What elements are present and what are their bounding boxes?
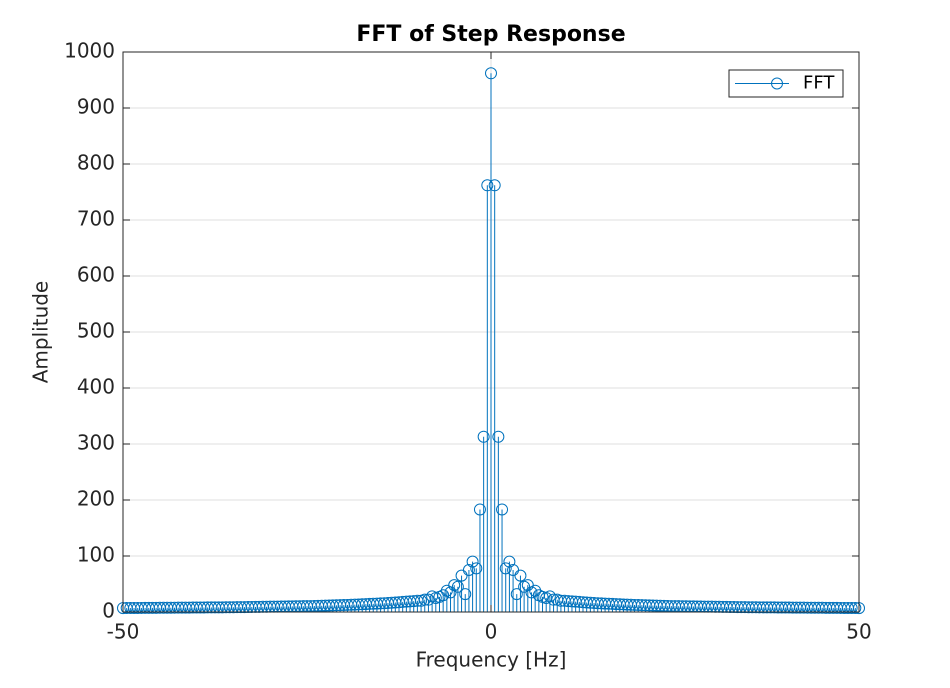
stem-marker [485,67,497,80]
legend-label: FFT [803,73,835,94]
stem-marker [503,555,516,568]
legend-marker [771,77,783,90]
x-tick-label: 50 [846,620,871,644]
stem-marker [462,564,475,576]
stem-marker [488,179,501,192]
y-tick-label: 100 [77,543,115,567]
stem-marker [473,503,486,516]
y-tick-label: 800 [77,151,115,175]
stems [117,67,865,615]
y-tick-label: 900 [77,95,115,119]
legend: FFT [728,69,844,98]
stem-marker [466,555,479,568]
x-tick-label: -50 [107,620,140,644]
stem-marker [529,584,542,597]
x-tick-label: 0 [485,620,498,644]
y-tick-label: 1000 [64,39,115,63]
stem-marker [499,562,512,575]
stem-marker [470,562,483,575]
stem-marker [451,580,464,593]
y-tick-label: 200 [77,487,115,511]
stem-marker [514,569,527,582]
stem-marker [459,588,472,601]
stem-marker [437,589,450,602]
stem-marker [422,593,435,606]
y-tick-label: 300 [77,431,115,455]
chart-title: FFT of Step Response [356,22,625,47]
y-axis-label: Amplitude [29,281,53,384]
stem-marker [845,602,858,615]
stem-marker [510,588,523,601]
stem-marker [496,503,509,516]
stem-marker [492,430,505,443]
x-axis-label: Frequency [Hz] [416,648,567,672]
y-tick-label: 400 [77,375,115,399]
stem-marker [849,602,862,615]
y-tick-label: 500 [77,319,115,343]
stem-marker [477,430,490,443]
stem-marker [543,590,556,603]
y-tick-label: 700 [77,207,115,231]
stem-marker [481,179,494,192]
y-tick-label: 600 [77,263,115,287]
y-tick-label: 0 [102,599,115,623]
